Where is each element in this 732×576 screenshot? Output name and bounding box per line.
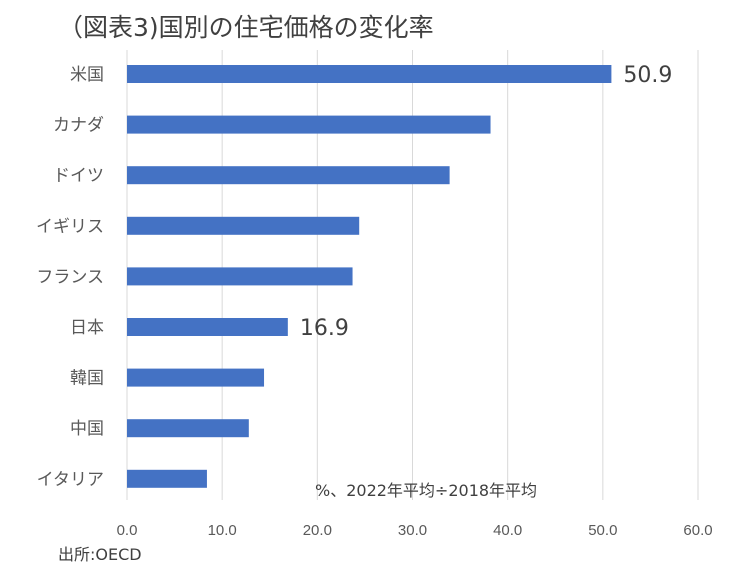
category-label: 韓国	[70, 369, 104, 389]
bar	[127, 65, 612, 83]
data-labels: 50.9 16.9	[300, 63, 673, 341]
bar	[127, 469, 207, 488]
category-label: フランス	[36, 267, 104, 287]
unit-note: %、2022年平均÷2018年平均	[315, 481, 537, 500]
bar	[127, 419, 249, 438]
data-label: 50.9	[623, 63, 672, 88]
x-tick-label: 40.0	[493, 522, 522, 539]
category-label: 日本	[70, 318, 104, 338]
bar	[127, 267, 353, 286]
category-label: イタリア	[37, 470, 104, 490]
category-label: ドイツ	[53, 166, 104, 186]
bar	[127, 166, 450, 185]
x-tick-label: 20.0	[303, 522, 332, 539]
x-tick-label: 60.0	[683, 522, 712, 539]
x-tick-label: 50.0	[588, 522, 617, 539]
category-label: 米国	[70, 65, 104, 85]
bar	[127, 216, 360, 235]
source-note: 出所:OECD	[58, 545, 142, 564]
data-label: 16.9	[300, 316, 349, 341]
bar	[127, 318, 288, 336]
x-axis-ticks: 0.0 10.0 20.0 30.0 40.0 50.0 60.0	[117, 522, 713, 539]
category-label: イギリス	[36, 217, 104, 237]
x-tick-label: 10.0	[208, 522, 237, 539]
bar	[127, 115, 491, 134]
chart-title: （図表3)国別の住宅価格の変化率	[58, 13, 434, 42]
category-label: 中国	[70, 419, 104, 439]
category-label: カナダ	[53, 116, 104, 136]
x-tick-label: 30.0	[398, 522, 427, 539]
bars	[127, 65, 612, 488]
bar	[127, 368, 265, 387]
x-tick-label: 0.0	[117, 522, 138, 539]
